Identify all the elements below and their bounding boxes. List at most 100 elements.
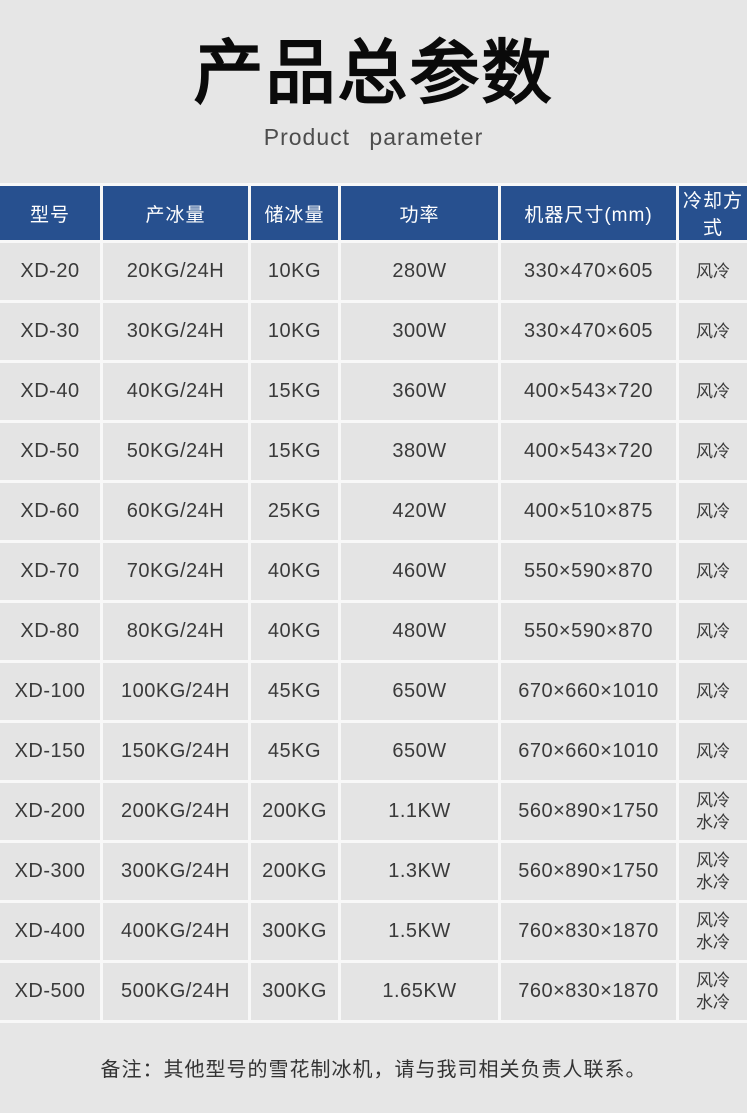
cell-dimensions: 670×660×1010: [501, 663, 676, 720]
cell-dimensions: 330×470×605: [501, 243, 676, 300]
cell-ice-storage: 40KG: [251, 543, 338, 600]
product-parameter-table-wrap: 型号 产冰量 储冰量 功率 机器尺寸(mm) 冷却方式 XD-20 20KG/24H 10KG…: [0, 183, 747, 1023]
table-row: XD-60 60KG/24H 25KG 420W 400×510×875 风冷: [0, 483, 747, 540]
cell-ice-storage: 45KG: [251, 663, 338, 720]
cell-ice-storage: 10KG: [251, 243, 338, 300]
cell-ice-storage: 25KG: [251, 483, 338, 540]
cell-power: 460W: [341, 543, 498, 600]
cell-power: 1.5KW: [341, 903, 498, 960]
cell-model: XD-300: [0, 843, 100, 900]
table-row: XD-80 80KG/24H 40KG 480W 550×590×870 风冷: [0, 603, 747, 660]
column-header-cooling: 冷却方式: [679, 186, 747, 240]
cell-ice-storage: 10KG: [251, 303, 338, 360]
cell-ice-production: 200KG/24H: [103, 783, 248, 840]
cell-ice-storage: 200KG: [251, 783, 338, 840]
cell-ice-storage: 300KG: [251, 903, 338, 960]
cell-model: XD-100: [0, 663, 100, 720]
cell-cooling: 风冷 水冷: [679, 843, 747, 900]
cell-ice-production: 300KG/24H: [103, 843, 248, 900]
table-row: XD-50 50KG/24H 15KG 380W 400×543×720 风冷: [0, 423, 747, 480]
cell-model: XD-40: [0, 363, 100, 420]
table-row: XD-70 70KG/24H 40KG 460W 550×590×870 风冷: [0, 543, 747, 600]
cell-cooling: 风冷: [679, 543, 747, 600]
cell-dimensions: 670×660×1010: [501, 723, 676, 780]
cell-power: 1.65KW: [341, 963, 498, 1020]
cell-ice-production: 60KG/24H: [103, 483, 248, 540]
table-row: XD-40 40KG/24H 15KG 360W 400×543×720 风冷: [0, 363, 747, 420]
cell-power: 650W: [341, 723, 498, 780]
cell-ice-production: 40KG/24H: [103, 363, 248, 420]
column-header-ice-storage: 储冰量: [251, 186, 338, 240]
cell-power: 300W: [341, 303, 498, 360]
table-row: XD-400 400KG/24H 300KG 1.5KW 760×830×1870 风冷 …: [0, 903, 747, 960]
cell-power: 480W: [341, 603, 498, 660]
table-row: XD-200 200KG/24H 200KG 1.1KW 560×890×1750 风冷 …: [0, 783, 747, 840]
table-row: XD-500 500KG/24H 300KG 1.65KW 760×830×1870 风冷…: [0, 963, 747, 1020]
cell-ice-production: 100KG/24H: [103, 663, 248, 720]
cell-dimensions: 550×590×870: [501, 603, 676, 660]
cell-cooling: 风冷: [679, 243, 747, 300]
cell-model: XD-80: [0, 603, 100, 660]
cell-cooling: 风冷: [679, 483, 747, 540]
cell-cooling: 风冷 水冷: [679, 903, 747, 960]
cell-ice-production: 20KG/24H: [103, 243, 248, 300]
cell-dimensions: 550×590×870: [501, 543, 676, 600]
cell-power: 650W: [341, 663, 498, 720]
cell-cooling: 风冷 水冷: [679, 963, 747, 1020]
cell-dimensions: 760×830×1870: [501, 963, 676, 1020]
cell-ice-storage: 300KG: [251, 963, 338, 1020]
cell-model: XD-30: [0, 303, 100, 360]
cell-ice-production: 80KG/24H: [103, 603, 248, 660]
cell-ice-storage: 45KG: [251, 723, 338, 780]
cell-dimensions: 400×510×875: [501, 483, 676, 540]
cell-ice-storage: 15KG: [251, 363, 338, 420]
cell-cooling: 风冷: [679, 723, 747, 780]
cell-dimensions: 560×890×1750: [501, 783, 676, 840]
table-row: XD-30 30KG/24H 10KG 300W 330×470×605 风冷: [0, 303, 747, 360]
cell-cooling: 风冷: [679, 303, 747, 360]
cell-power: 1.3KW: [341, 843, 498, 900]
table-row: XD-100 100KG/24H 45KG 650W 670×660×1010 风冷: [0, 663, 747, 720]
table-header-row: 型号 产冰量 储冰量 功率 机器尺寸(mm) 冷却方式: [0, 186, 747, 240]
cell-model: XD-150: [0, 723, 100, 780]
cell-ice-storage: 40KG: [251, 603, 338, 660]
cell-model: XD-70: [0, 543, 100, 600]
cell-dimensions: 560×890×1750: [501, 843, 676, 900]
page-title: 产品总参数: [193, 34, 554, 112]
cell-ice-production: 30KG/24H: [103, 303, 248, 360]
cell-ice-production: 70KG/24H: [103, 543, 248, 600]
column-header-dimensions: 机器尺寸(mm): [501, 186, 676, 240]
column-header-model: 型号: [0, 186, 100, 240]
table-row: XD-20 20KG/24H 10KG 280W 330×470×605 风冷: [0, 243, 747, 300]
cell-power: 1.1KW: [341, 783, 498, 840]
cell-ice-storage: 200KG: [251, 843, 338, 900]
column-header-ice-production: 产冰量: [103, 186, 248, 240]
cell-cooling: 风冷: [679, 603, 747, 660]
cell-cooling: 风冷: [679, 663, 747, 720]
cell-cooling: 风冷: [679, 423, 747, 480]
cell-ice-storage: 15KG: [251, 423, 338, 480]
cell-dimensions: 330×470×605: [501, 303, 676, 360]
cell-power: 280W: [341, 243, 498, 300]
cell-model: XD-200: [0, 783, 100, 840]
cell-model: XD-60: [0, 483, 100, 540]
product-parameter-table: 型号 产冰量 储冰量 功率 机器尺寸(mm) 冷却方式 XD-20 20KG/24H 10KG…: [0, 183, 747, 1023]
cell-dimensions: 760×830×1870: [501, 903, 676, 960]
column-header-power: 功率: [341, 186, 498, 240]
table-row: XD-300 300KG/24H 200KG 1.3KW 560×890×1750 风冷 …: [0, 843, 747, 900]
cell-power: 420W: [341, 483, 498, 540]
page-subtitle: Product parameter: [263, 124, 484, 150]
cell-model: XD-400: [0, 903, 100, 960]
cell-ice-production: 500KG/24H: [103, 963, 248, 1020]
cell-cooling: 风冷 水冷: [679, 783, 747, 840]
cell-ice-production: 150KG/24H: [103, 723, 248, 780]
cell-ice-production: 400KG/24H: [103, 903, 248, 960]
table-row: XD-150 150KG/24H 45KG 650W 670×660×1010 风冷: [0, 723, 747, 780]
cell-ice-production: 50KG/24H: [103, 423, 248, 480]
cell-cooling: 风冷: [679, 363, 747, 420]
cell-dimensions: 400×543×720: [501, 363, 676, 420]
cell-model: XD-20: [0, 243, 100, 300]
cell-dimensions: 400×543×720: [501, 423, 676, 480]
cell-model: XD-500: [0, 963, 100, 1020]
cell-power: 360W: [341, 363, 498, 420]
